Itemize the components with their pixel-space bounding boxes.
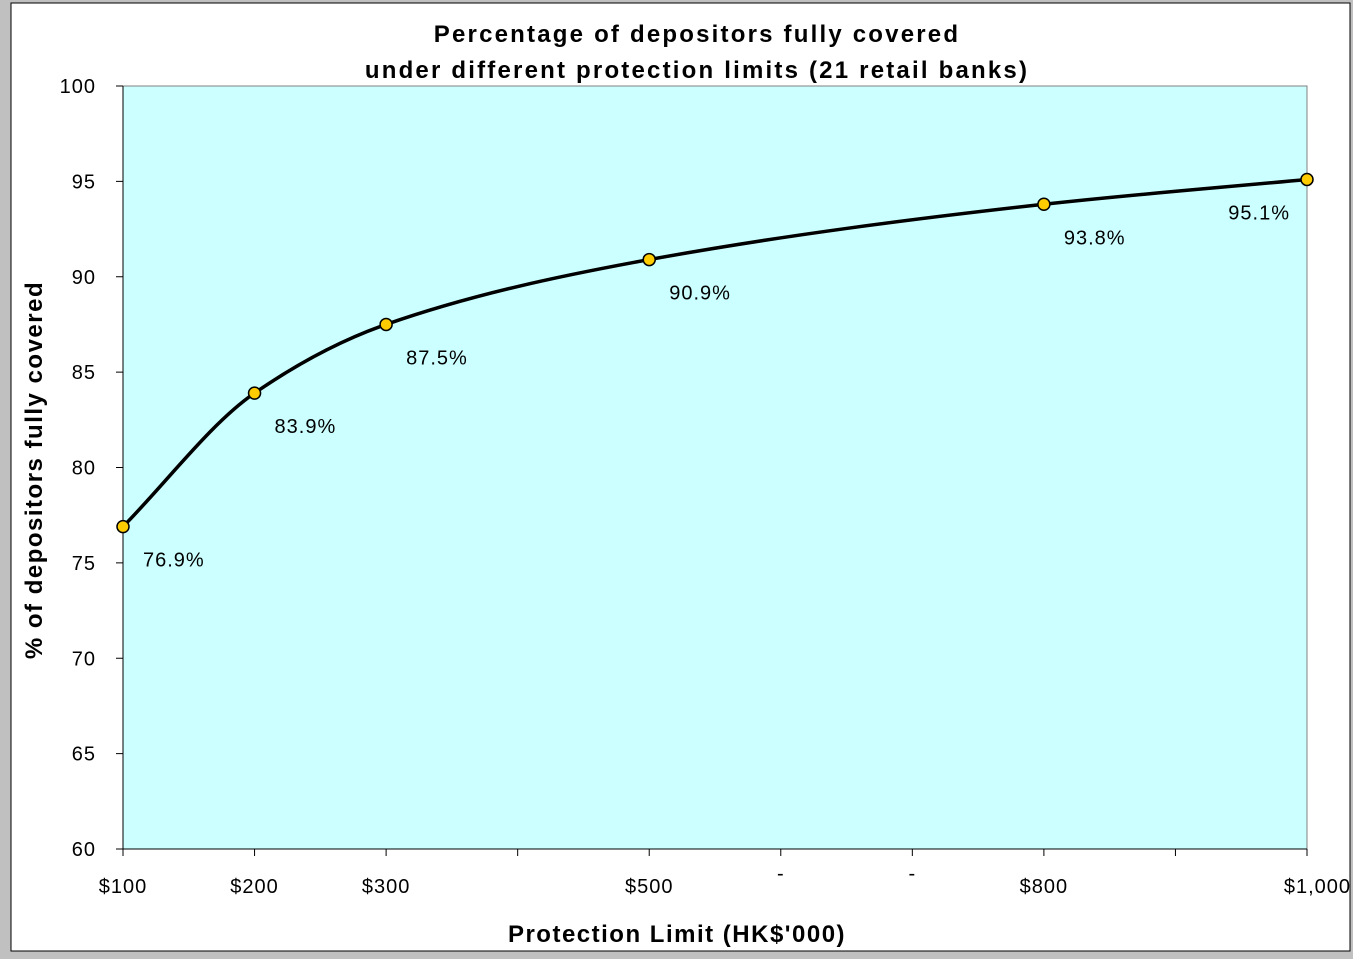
x-tick-label-700: - xyxy=(908,863,916,885)
y-tick-label-80: 80 xyxy=(72,458,96,480)
data-point-500 xyxy=(642,252,656,267)
data-label-1000: 95.1% xyxy=(1228,202,1290,224)
x-axis-title: Protection Limit (HK$'000) xyxy=(508,921,846,948)
x-tick-label-800: $800 xyxy=(1020,876,1069,898)
y-tick-label-65: 65 xyxy=(72,744,96,766)
x-tick-label-100: $100 xyxy=(99,876,148,898)
y-tick-label-85: 85 xyxy=(72,362,96,384)
x-tick-label-500: $500 xyxy=(625,876,674,898)
axes: 60 65 70 75 80 85 90 95 100 $100 $200 $300 $500 - - $80… xyxy=(60,76,1351,898)
y-tick-label-95: 95 xyxy=(72,171,96,193)
data-point-1000 xyxy=(1300,172,1314,187)
data-label-800: 93.8% xyxy=(1064,227,1126,249)
data-labels-layer: 76.9% 83.9% 87.5% 90.9% 93.8% 95.1% xyxy=(143,202,1290,572)
y-axis-title: % of depositors fully covered xyxy=(21,281,48,659)
y-tick-label-70: 70 xyxy=(72,648,96,670)
plot-area xyxy=(122,85,1308,850)
data-point-100 xyxy=(116,519,130,534)
chart-subtitle: under different protection limits (21 re… xyxy=(365,57,1029,84)
y-tick-label-60: 60 xyxy=(72,839,96,861)
x-tick-label-200: $200 xyxy=(230,876,279,898)
y-tick-label-90: 90 xyxy=(72,267,96,289)
data-label-300: 87.5% xyxy=(406,347,468,369)
data-point-300 xyxy=(379,317,393,332)
x-tick-label-300: $300 xyxy=(362,876,411,898)
data-point-200 xyxy=(247,386,262,400)
data-label-500: 90.9% xyxy=(669,283,731,305)
x-tick-label-600: - xyxy=(777,863,785,885)
chart-title: Percentage of depositors fully covered xyxy=(434,21,960,48)
y-tick-label-100: 100 xyxy=(60,76,96,98)
series-layer xyxy=(116,172,1314,534)
data-point-800 xyxy=(1037,197,1051,212)
data-label-200: 83.9% xyxy=(275,416,337,438)
x-tick-label-1000: $1,000 xyxy=(1284,876,1351,898)
data-label-100: 76.9% xyxy=(143,550,205,572)
y-tick-label-75: 75 xyxy=(72,553,96,575)
